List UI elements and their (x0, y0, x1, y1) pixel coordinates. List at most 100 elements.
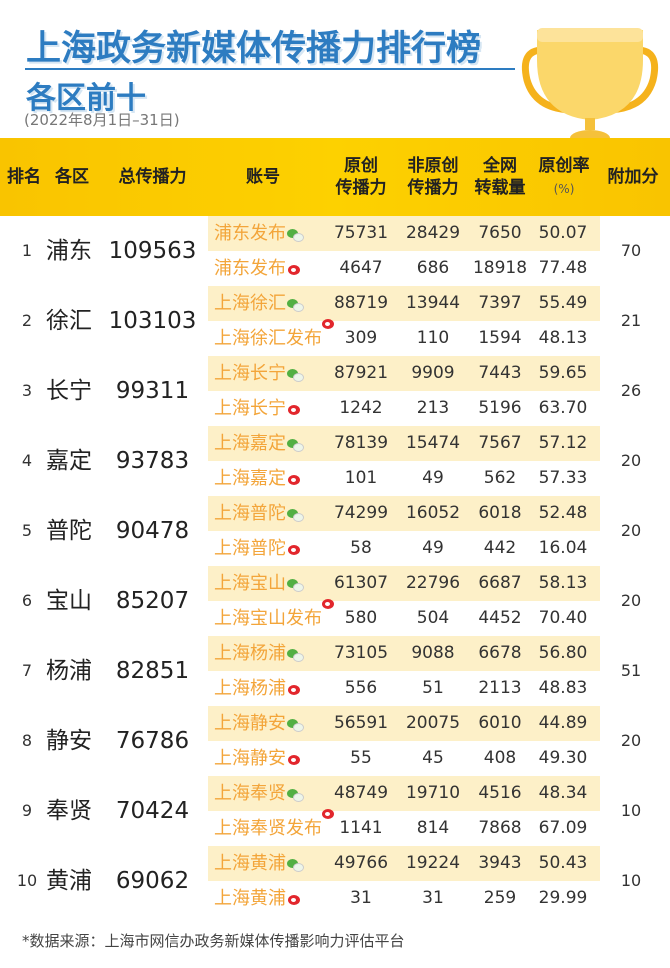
bonus-score: 21 (620, 311, 642, 330)
account-name-cell: 上海静安 (214, 706, 304, 741)
rate-value: 56.80 (538, 643, 588, 663)
account-row: 上海普陀 58 49 442 16.04 (208, 531, 600, 566)
account-name-cell: 上海杨浦 (214, 671, 302, 706)
data-source-note: *数据来源：上海市网信办政务新媒体传播影响力评估平台 (22, 932, 405, 950)
account-name-cell: 上海宝山 (214, 566, 304, 601)
header-reposts-line1: 全网 (483, 156, 517, 176)
nonoriginal-value: 13944 (405, 293, 461, 313)
account-name: 上海杨浦 (214, 678, 286, 699)
rank: 5 (21, 521, 33, 540)
rank: 2 (21, 311, 33, 330)
account-name-cell: 上海宝山发布 (214, 599, 334, 636)
district: 普陀 (46, 518, 92, 544)
rank: 3 (21, 381, 33, 400)
weibo-icon (322, 597, 336, 609)
nonoriginal-value: 110 (416, 328, 450, 348)
rate-value: 50.43 (538, 853, 588, 873)
reposts-value: 2113 (478, 678, 522, 698)
trophy-icon (521, 28, 659, 140)
original-value: 309 (344, 328, 378, 348)
table-row: 3 长宁 99311 26 上海长宁 87921 9909 7443 59.65 上海长宁 1242… (0, 356, 670, 426)
account-name: 上海宝山 (214, 573, 286, 594)
rank: 7 (21, 661, 33, 680)
wechat-icon (287, 508, 304, 522)
account-row: 上海嘉定 78139 15474 7567 57.12 (208, 426, 600, 461)
nonoriginal-value: 9088 (411, 643, 455, 663)
rate-value: 57.33 (538, 468, 588, 488)
reposts-value: 7397 (478, 293, 522, 313)
reposts-value: 7650 (478, 223, 522, 243)
rate-value: 52.48 (538, 503, 588, 523)
original-value: 74299 (333, 503, 389, 523)
rank: 1 (21, 241, 33, 260)
nonoriginal-value: 31 (422, 888, 444, 908)
header-rate-line2: (%) (553, 181, 575, 196)
reposts-value: 18918 (472, 258, 528, 278)
account-name: 上海普陀 (214, 503, 286, 524)
weibo-icon (288, 683, 302, 695)
rate-value: 67.09 (538, 818, 588, 838)
total-score: 85207 (115, 588, 190, 614)
nonoriginal-value: 16052 (405, 503, 461, 523)
nonoriginal-value: 9909 (411, 363, 455, 383)
nonoriginal-value: 51 (422, 678, 444, 698)
account-name-cell: 上海徐汇 (214, 286, 304, 321)
account-name: 上海普陀 (214, 538, 286, 559)
district: 静安 (46, 728, 92, 754)
account-row: 上海黄浦 49766 19224 3943 50.43 (208, 846, 600, 881)
account-row: 上海杨浦 556 51 2113 48.83 (208, 671, 600, 706)
header-rate: 原创率 (%) (530, 138, 598, 216)
rate-value: 59.65 (538, 363, 588, 383)
title-underline (25, 68, 515, 70)
district: 浦东 (46, 238, 92, 264)
original-value: 75731 (333, 223, 389, 243)
page-title: 上海政务新媒体传播力排行榜 (26, 29, 482, 69)
account-row: 上海徐汇 88719 13944 7397 55.49 (208, 286, 600, 321)
original-value: 1242 (339, 398, 383, 418)
account-name-cell: 上海嘉定 (214, 426, 304, 461)
weibo-icon (322, 317, 336, 329)
reposts-value: 6010 (478, 713, 522, 733)
table-row: 5 普陀 90478 20 上海普陀 74299 16052 6018 52.48 上海普陀 58 4… (0, 496, 670, 566)
original-value: 61307 (333, 573, 389, 593)
district: 宝山 (46, 588, 92, 614)
account-name-cell: 上海普陀 (214, 531, 302, 566)
original-value: 73105 (333, 643, 389, 663)
bonus-score: 70 (620, 241, 642, 260)
original-value: 88719 (333, 293, 389, 313)
rate-value: 57.12 (538, 433, 588, 453)
account-row: 上海嘉定 101 49 562 57.33 (208, 461, 600, 496)
account-row: 上海徐汇发布 309 110 1594 48.13 (208, 319, 600, 356)
bonus-score: 26 (620, 381, 642, 400)
reposts-value: 3943 (478, 853, 522, 873)
rank: 8 (21, 731, 33, 750)
account-name: 上海黄浦 (214, 853, 286, 874)
original-value: 48749 (333, 783, 389, 803)
nonoriginal-value: 49 (422, 468, 444, 488)
rate-value: 16.04 (538, 538, 588, 558)
account-name: 上海嘉定 (214, 433, 286, 454)
weibo-icon (288, 403, 302, 415)
table-row: 7 杨浦 82851 51 上海杨浦 73105 9088 6678 56.80 上海杨浦 556 5… (0, 636, 670, 706)
rank: 10 (16, 871, 38, 890)
rate-value: 70.40 (538, 608, 588, 628)
district: 徐汇 (46, 308, 92, 334)
account-row: 浦东发布 4647 686 18918 77.48 (208, 251, 600, 286)
account-row: 上海杨浦 73105 9088 6678 56.80 (208, 636, 600, 671)
account-name-cell: 上海杨浦 (214, 636, 304, 671)
account-name: 上海宝山发布 (214, 608, 322, 629)
header-original-line2: 传播力 (335, 178, 387, 198)
weibo-icon (288, 893, 302, 905)
header-district: 各区 (55, 167, 89, 187)
page-subtitle: 各区前十 (26, 81, 146, 116)
account-name: 上海黄浦 (214, 888, 286, 909)
header-account: 账号 (246, 167, 280, 187)
total-score: 90478 (115, 518, 190, 544)
table-row: 4 嘉定 93783 20 上海嘉定 78139 15474 7567 57.12 上海嘉定 101… (0, 426, 670, 496)
account-row: 上海黄浦 31 31 259 29.99 (208, 881, 600, 916)
account-name: 浦东发布 (214, 223, 286, 244)
reposts-value: 7443 (478, 363, 522, 383)
reposts-value: 6018 (478, 503, 522, 523)
wechat-icon (287, 578, 304, 592)
header-nonoriginal-line2: 传播力 (407, 178, 459, 198)
